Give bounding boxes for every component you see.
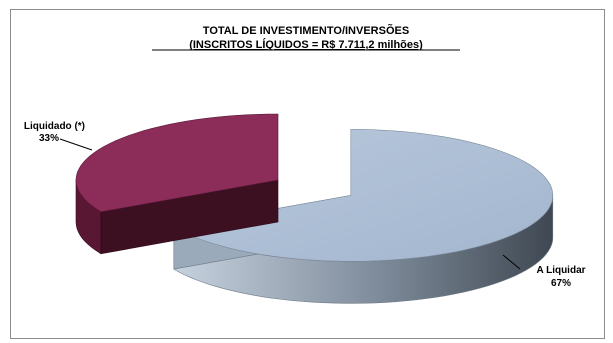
pie-slice-liquidado	[75, 113, 279, 255]
pie-slice-a-liquidar	[172, 129, 554, 304]
chart-subtitle: (INSCRITOS LÍQUIDOS = R$ 7.711,2 milhões…	[189, 38, 423, 51]
data-label-a-liquidar: A Liquidar	[536, 265, 585, 276]
data-label-a-liquidar-percent: 67%	[551, 278, 571, 289]
chart-title: TOTAL DE INVESTIMENTO/INVERSÕES	[203, 24, 409, 37]
leader-line-a-liquidar	[502, 254, 521, 270]
pie-slice-a-liquidar-top	[172, 129, 554, 262]
data-label-liquidado: Liquidado (*)	[24, 121, 85, 132]
pie-slice-liquidado-top	[75, 113, 279, 213]
leader-line-liquidado	[59, 138, 93, 151]
data-label-liquidado-percent: 33%	[39, 133, 59, 144]
